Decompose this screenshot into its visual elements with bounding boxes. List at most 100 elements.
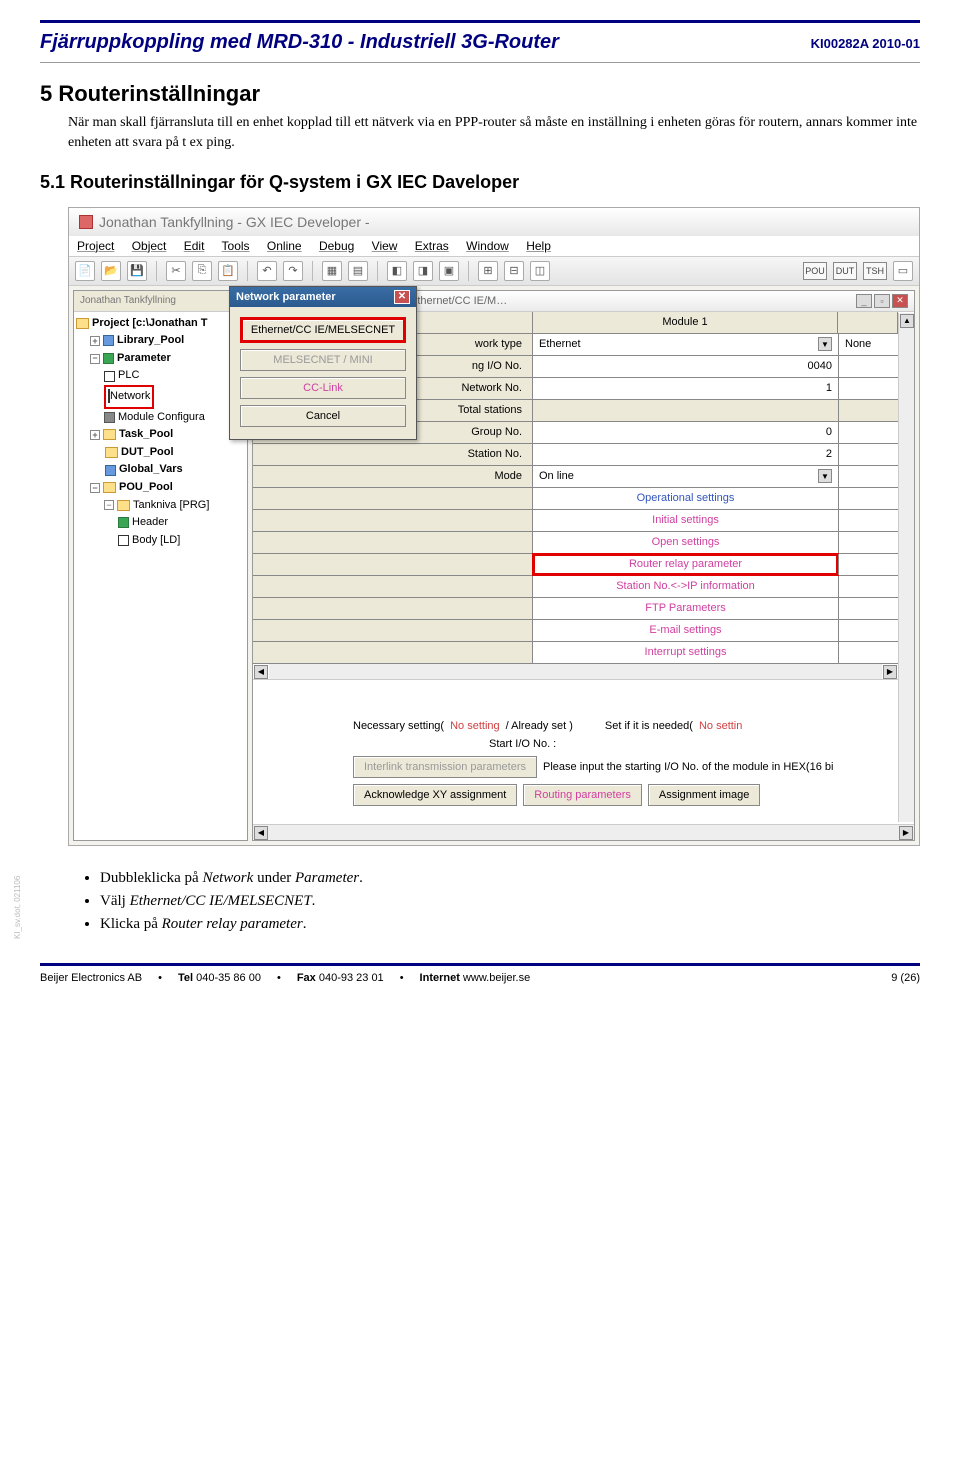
ack-xy-button[interactable]: Acknowledge XY assignment	[353, 784, 517, 806]
blank	[838, 642, 898, 663]
cell-worktype2[interactable]: None	[838, 334, 898, 355]
tree-header[interactable]: Header	[76, 514, 245, 532]
minus-icon[interactable]: −	[90, 483, 100, 493]
tree-pou[interactable]: −POU_Pool	[76, 479, 245, 497]
separator	[247, 261, 248, 281]
link-interrupt[interactable]: Interrupt settings	[533, 642, 838, 663]
cell-iono[interactable]: 0040	[533, 356, 838, 377]
footer: Beijer Electronics AB • Tel 040-35 86 00…	[40, 963, 920, 984]
menu-tools[interactable]: Tools	[222, 239, 250, 253]
routing-params-button[interactable]: Routing parameters	[523, 784, 642, 806]
scrollbar-horizontal[interactable]: ◀ ▶	[253, 824, 914, 840]
tsh-label[interactable]: TSH	[863, 262, 887, 280]
pou-label[interactable]: POU	[803, 262, 827, 280]
menu-extras[interactable]: Extras	[415, 239, 449, 253]
copy-icon[interactable]: ⎘	[192, 261, 212, 281]
scroll-right-icon[interactable]: ▶	[883, 665, 897, 679]
link-routerrelay[interactable]: Router relay parameter	[532, 553, 839, 576]
tool-icon[interactable]: ⊟	[504, 261, 524, 281]
cut-icon[interactable]: ✂	[166, 261, 186, 281]
tree-modconf[interactable]: Module Configura	[76, 409, 245, 427]
menu-help[interactable]: Help	[526, 239, 551, 253]
tel-label: Tel	[178, 972, 193, 984]
melsecnet-mini-button: MELSECNET / MINI	[240, 349, 406, 371]
plus-icon[interactable]: +	[90, 336, 100, 346]
cclink-button[interactable]: CC-Link	[240, 377, 406, 399]
scroll-left-icon[interactable]: ◀	[254, 826, 268, 840]
tool-icon[interactable]: ◫	[530, 261, 550, 281]
tool-icon[interactable]: ▭	[893, 261, 913, 281]
assignment-image-button[interactable]: Assignment image	[648, 784, 761, 806]
link-email[interactable]: E-mail settings	[533, 620, 838, 641]
tree-task[interactable]: +Task_Pool	[76, 426, 245, 444]
menu-online[interactable]: Online	[267, 239, 302, 253]
scrollbar-vertical[interactable]: ▲	[898, 313, 914, 822]
menu-debug[interactable]: Debug	[319, 239, 354, 253]
link-initial[interactable]: Initial settings	[533, 510, 838, 531]
tool-icon[interactable]: ▤	[348, 261, 368, 281]
tool-icon[interactable]: ▣	[439, 261, 459, 281]
minus-icon[interactable]: −	[90, 354, 100, 364]
separator	[377, 261, 378, 281]
link-stationip[interactable]: Station No.<->IP information	[533, 576, 838, 597]
tree-root[interactable]: Project [c:\Jonathan T	[76, 315, 245, 333]
cell-stationno2	[838, 444, 898, 465]
close-icon[interactable]: ✕	[394, 290, 410, 304]
tool-icon[interactable]: ◨	[413, 261, 433, 281]
undo-icon[interactable]: ↶	[257, 261, 277, 281]
spacer	[253, 510, 533, 531]
cancel-button[interactable]: Cancel	[240, 405, 406, 427]
new-icon[interactable]: 📄	[75, 261, 95, 281]
tool-icon[interactable]: ◧	[387, 261, 407, 281]
folder-icon	[103, 482, 116, 493]
cell-groupno[interactable]: 0	[533, 422, 838, 443]
scroll-left-icon[interactable]: ◀	[254, 665, 268, 679]
tree-global[interactable]: Global_Vars	[76, 461, 245, 479]
tree-network[interactable]: Network	[76, 385, 245, 409]
tool-icon[interactable]: ⊞	[478, 261, 498, 281]
tree-plc[interactable]: PLC	[76, 367, 245, 385]
cell-worktype[interactable]: Ethernet▼	[533, 334, 838, 355]
dropdown-icon[interactable]: ▼	[818, 337, 832, 351]
menu-object[interactable]: Object	[132, 239, 167, 253]
tree-parameter[interactable]: −Parameter	[76, 350, 245, 368]
minus-icon[interactable]: −	[104, 500, 114, 510]
folder-icon	[76, 318, 89, 329]
tree-body[interactable]: Body [LD]	[76, 532, 245, 550]
minimize-icon[interactable]: _	[856, 294, 872, 308]
dropdown-icon[interactable]: ▼	[818, 469, 832, 483]
redo-icon[interactable]: ↷	[283, 261, 303, 281]
tree-library[interactable]: +Library_Pool	[76, 332, 245, 350]
maximize-icon[interactable]: ▫	[874, 294, 890, 308]
cell-totalstations2	[838, 400, 898, 421]
paste-icon[interactable]: 📋	[218, 261, 238, 281]
open-icon[interactable]: 📂	[101, 261, 121, 281]
save-icon[interactable]: 💾	[127, 261, 147, 281]
tool-icon[interactable]: ▦	[322, 261, 342, 281]
menu-view[interactable]: View	[372, 239, 398, 253]
instruction-1: Dubbleklicka på Network under Parameter.	[100, 870, 920, 887]
plus-icon[interactable]: +	[90, 430, 100, 440]
cell-stationno[interactable]: 2	[533, 444, 838, 465]
scroll-up-icon[interactable]: ▲	[900, 314, 914, 328]
tree-tankniva[interactable]: −Tankniva [PRG]	[76, 497, 245, 515]
link-operational[interactable]: Operational settings	[533, 488, 838, 509]
tree-dut[interactable]: DUT_Pool	[76, 444, 245, 462]
dut-label[interactable]: DUT	[833, 262, 857, 280]
link-open[interactable]: Open settings	[533, 532, 838, 553]
row-operational: Operational settings	[253, 488, 898, 510]
close-icon[interactable]: ✕	[892, 294, 908, 308]
cell-mode[interactable]: On line▼	[533, 466, 838, 487]
menu-edit[interactable]: Edit	[184, 239, 205, 253]
link-ftp[interactable]: FTP Parameters	[533, 598, 838, 619]
side-note: KI_sv.dot, 021106	[13, 875, 22, 938]
folder-icon	[103, 429, 116, 440]
scroll-right-icon[interactable]: ▶	[899, 826, 913, 840]
menu-project[interactable]: Project	[77, 239, 114, 253]
cell-networkno[interactable]: 1	[533, 378, 838, 399]
menu-window[interactable]: Window	[466, 239, 509, 253]
scroll-track[interactable]	[269, 664, 882, 679]
bottom-area: Necessary setting( No setting / Already …	[253, 680, 898, 822]
param-icon	[103, 353, 114, 364]
ethernet-ccie-button[interactable]: Ethernet/CC IE/MELSECNET	[240, 317, 406, 343]
